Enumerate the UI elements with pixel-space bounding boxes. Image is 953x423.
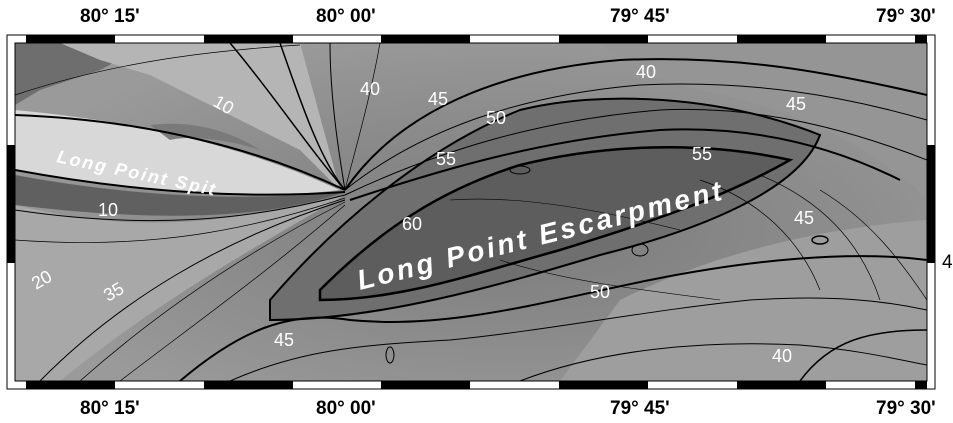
contour-label: 40	[772, 346, 792, 366]
spit-area	[15, 110, 340, 195]
bottom-axis-label-79-30: 79° 30'	[876, 398, 936, 419]
contour-label: 45	[274, 330, 294, 350]
contour-label: 40	[636, 62, 656, 82]
contour-label: 45	[794, 208, 814, 228]
map-body: Long Point Spit Long Point Escarpment 10…	[15, 43, 927, 381]
contour-lines	[15, 43, 927, 381]
top-axis-label-80-00: 80° 00'	[316, 6, 376, 27]
bottom-axis-label-80-15: 80° 15'	[80, 398, 140, 419]
bottom-frame-scale	[26, 381, 927, 389]
contour-label: 45	[786, 94, 806, 114]
contour-label: 45	[428, 89, 448, 109]
shallow-zone	[60, 43, 340, 190]
contour-label: 10	[98, 200, 118, 220]
contour-label: 50	[486, 108, 506, 128]
bottom-axis-label-80-00: 80° 00'	[316, 398, 376, 419]
contour-label: 55	[692, 144, 712, 164]
bottom-axis-label-79-45: 79° 45'	[610, 398, 670, 419]
side-frame-scale	[7, 145, 935, 263]
top-axis-label-80-15: 80° 15'	[80, 6, 140, 27]
contour-label: 50	[590, 282, 610, 302]
top-axis-label-79-30: 79° 30'	[876, 6, 936, 27]
top-axis-label-79-45: 79° 45'	[610, 6, 670, 27]
right-axis-partial-label: 4	[942, 252, 953, 273]
contour-label: 55	[436, 149, 456, 169]
contour-label: 40	[360, 79, 380, 99]
contour-label: 60	[402, 214, 422, 234]
top-frame-scale	[26, 35, 927, 43]
